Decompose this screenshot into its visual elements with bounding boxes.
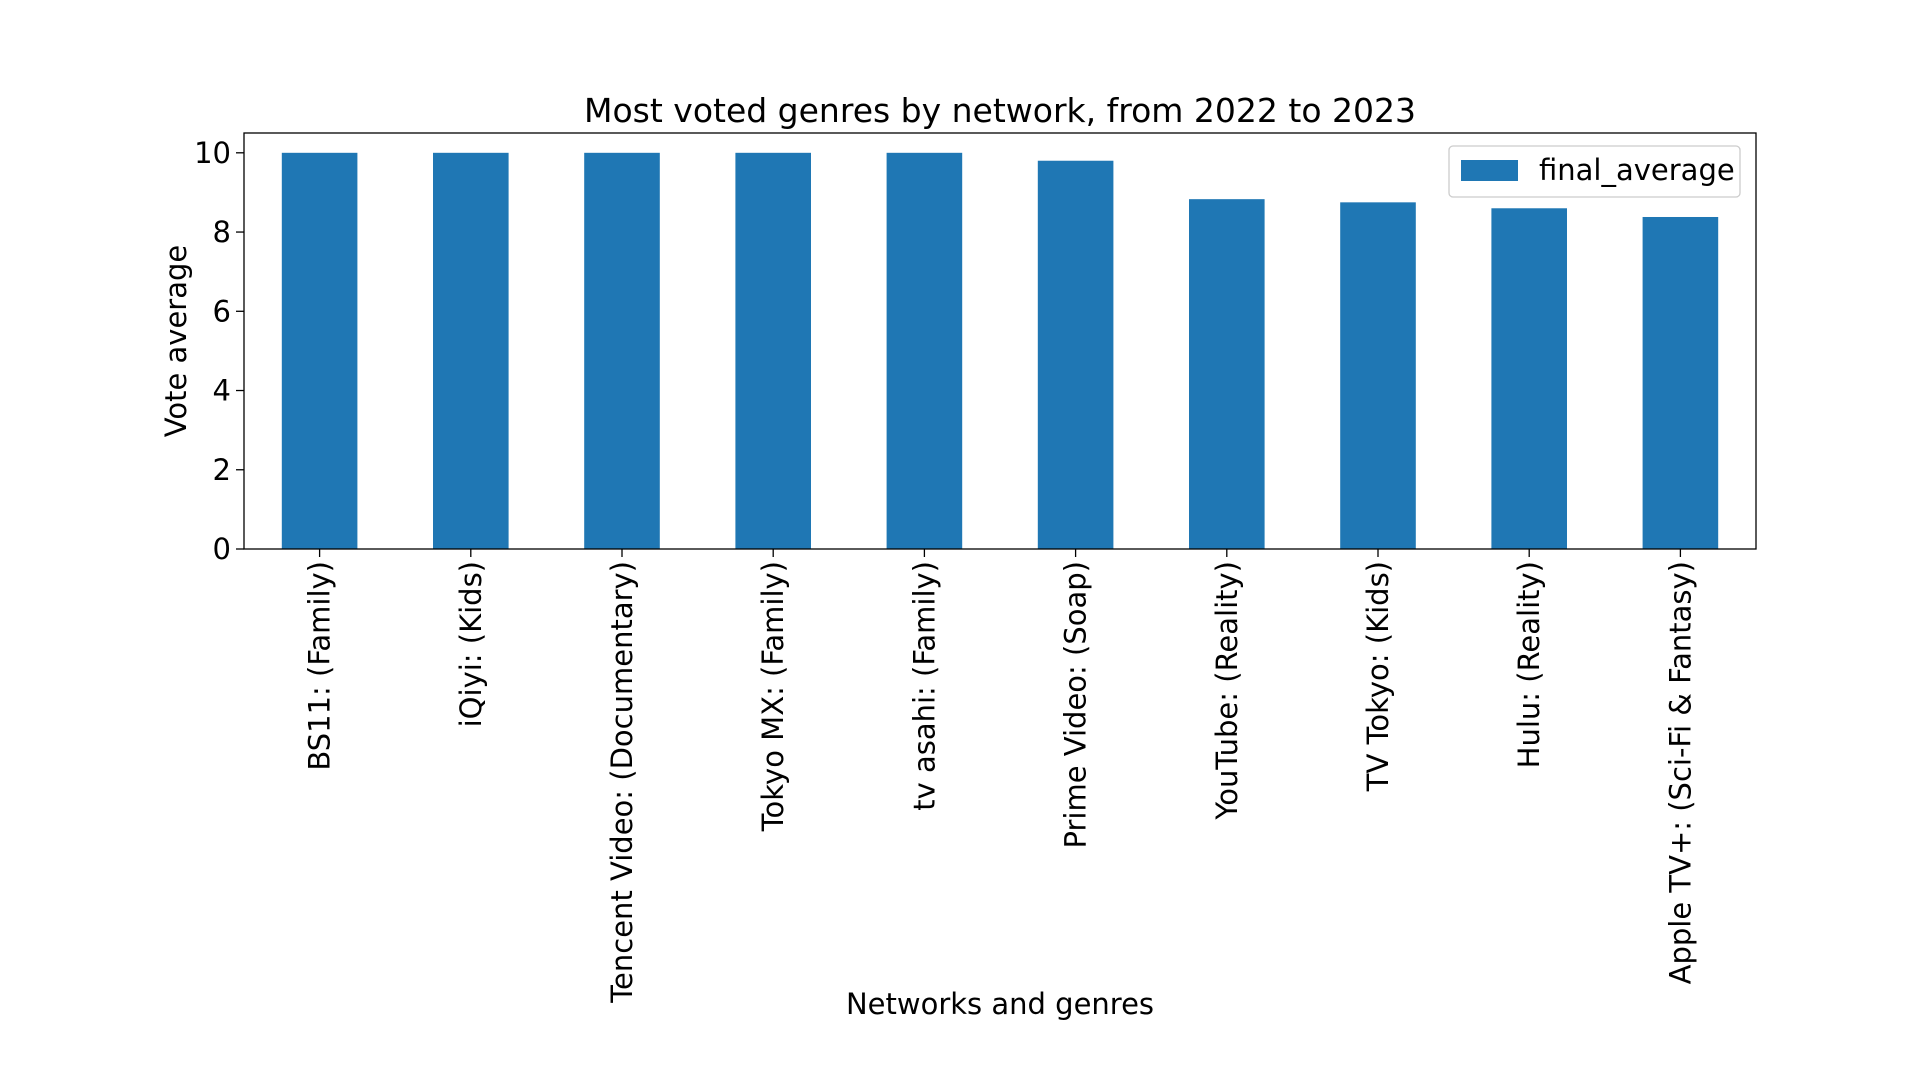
y-tick-label: 4 <box>213 374 231 408</box>
y-axis-label: Vote average <box>159 245 193 437</box>
x-tick-label: Tencent Video: (Documentary) <box>605 561 639 1004</box>
x-tick-label: iQiyi: (Kids) <box>454 561 488 727</box>
x-axis-label: Networks and genres <box>846 987 1154 1021</box>
bar <box>886 152 963 550</box>
legend-swatch <box>1461 160 1518 181</box>
bar <box>281 152 358 550</box>
x-tick-label: YouTube: (Reality) <box>1210 561 1244 821</box>
plot-area-frame <box>243 132 1757 550</box>
y-tick-label: 8 <box>213 215 231 249</box>
legend-frame <box>1448 145 1741 198</box>
x-tick-label: Apple TV+: (Sci-Fi & Fantasy) <box>1663 561 1697 984</box>
bar <box>1340 202 1416 550</box>
legend: final_average <box>1448 145 1741 198</box>
bars <box>281 152 1719 550</box>
x-tick-label: tv asahi: (Family) <box>907 561 941 811</box>
x-axis: BS11: (Family) iQiyi: (Kids) Tencent Video… <box>303 549 1697 1004</box>
x-tick-label: TV Tokyo: (Kids) <box>1361 561 1395 792</box>
x-tick-label: Tokyo MX: (Family) <box>756 561 790 832</box>
bar <box>1189 199 1265 549</box>
bar <box>433 152 509 550</box>
bar <box>1037 160 1114 549</box>
y-tick-label: 10 <box>194 136 231 170</box>
x-tick-label: Hulu: (Reality) <box>1512 561 1546 768</box>
legend-label: final_average <box>1539 153 1735 187</box>
chart-title: Most voted genres by network, from 2022 … <box>584 91 1416 130</box>
bar <box>1491 208 1567 549</box>
y-tick-label: 2 <box>213 453 231 487</box>
y-axis: 0 2 4 6 8 10 <box>194 136 244 566</box>
bar <box>1642 216 1719 550</box>
y-tick-label: 0 <box>213 532 231 566</box>
y-tick-label: 6 <box>213 294 231 328</box>
bar <box>735 152 811 550</box>
x-tick-label: BS11: (Family) <box>303 561 337 771</box>
x-tick-label: Prime Video: (Soap) <box>1059 561 1093 848</box>
bar <box>584 152 660 550</box>
